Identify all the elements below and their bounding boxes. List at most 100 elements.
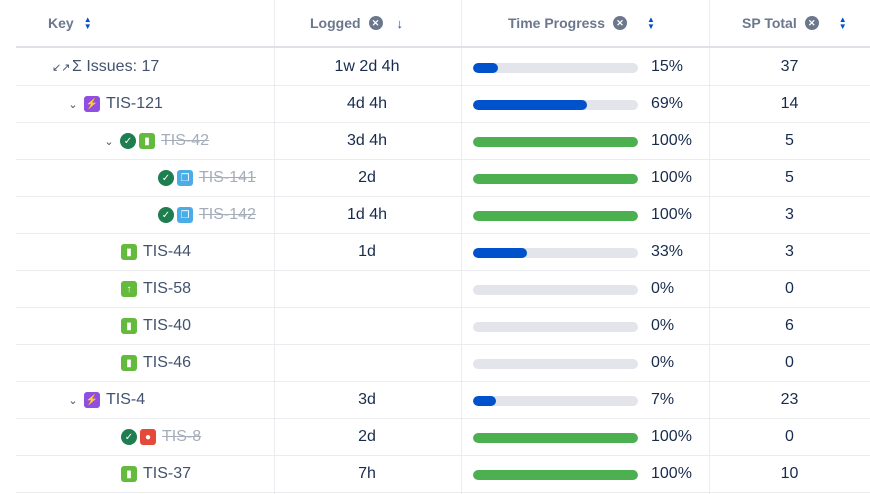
column-header-sp-total[interactable]: SP Total ✕ ▲ ▼ <box>742 0 847 46</box>
improvement-icon: ↑ <box>121 281 137 297</box>
sp-total-cell: 14 <box>780 95 799 112</box>
logged-cell: 1d 4h <box>346 206 388 223</box>
column-header-time-progress[interactable]: Time Progress ✕ ▲ ▼ <box>508 0 655 46</box>
sort-descending-icon[interactable]: ↓ <box>396 15 404 31</box>
key-cell: ↑ TIS-58 <box>16 271 191 307</box>
table-row[interactable]: ▮ TIS-44 1d 33% 3 <box>16 234 870 271</box>
column-divider <box>461 0 462 494</box>
story-icon: ▮ <box>121 355 137 371</box>
logged-cell: 1d <box>358 243 376 260</box>
issue-key-link[interactable]: TIS-42 <box>161 132 210 149</box>
progress-bar <box>473 211 638 221</box>
issue-key-link[interactable]: TIS-40 <box>143 317 192 334</box>
progress-cell: 0% <box>461 345 709 381</box>
issue-count-label: Σ Issues: 17 <box>72 58 160 75</box>
clear-column-icon[interactable]: ✕ <box>613 16 628 30</box>
epic-icon: ⚡ <box>84 392 100 408</box>
key-cell: ✓ ● TIS-8 <box>16 419 201 455</box>
column-header-logged[interactable]: Logged ✕ ↓ <box>310 0 403 46</box>
sort-icon[interactable]: ▲ ▼ <box>838 15 847 31</box>
chevron-down-icon[interactable]: ⌄ <box>68 394 78 407</box>
issue-key-link[interactable]: TIS-8 <box>162 428 202 445</box>
progress-bar <box>473 174 638 184</box>
table-row[interactable]: ✓ ● TIS-8 2d 100% 0 <box>16 419 870 456</box>
issue-key-link[interactable]: TIS-58 <box>143 280 192 297</box>
logged-cell: 7h <box>358 465 376 482</box>
logged-cell: 1w 2d 4h <box>334 58 400 75</box>
story-icon: ▮ <box>121 244 137 260</box>
table-row[interactable]: ⌄ ✓ ▮ TIS-42 3d 4h 100% 5 <box>16 123 870 160</box>
logged-cell: 4d 4h <box>346 95 388 112</box>
sort-icon[interactable]: ▲ ▼ <box>647 15 655 31</box>
progress-label: 69% <box>651 95 684 112</box>
progress-cell: 15% <box>461 49 709 85</box>
progress-bar <box>473 322 638 332</box>
done-status-icon: ✓ <box>120 133 136 149</box>
progress-label: 0% <box>651 354 675 371</box>
column-header-key[interactable]: Key ▲ ▼ <box>48 0 92 46</box>
table-row[interactable]: ⌄ ⚡ TIS-121 4d 4h 69% 14 <box>16 86 870 123</box>
chevron-down-icon[interactable]: ⌄ <box>104 135 114 148</box>
progress-fill <box>473 174 638 184</box>
progress-bar <box>473 470 638 480</box>
progress-label: 15% <box>651 58 684 75</box>
progress-bar <box>473 137 638 147</box>
key-cell: ▮ TIS-44 <box>16 234 191 270</box>
done-status-icon: ✓ <box>158 170 174 186</box>
logged-cell: 2d <box>358 169 376 186</box>
table-row[interactable]: ↑ TIS-58 0% 0 <box>16 271 870 308</box>
key-cell: ↙↗ Σ Issues: 17 <box>16 49 159 85</box>
clear-column-icon[interactable]: ✕ <box>368 16 383 30</box>
collapse-all-icon[interactable]: ↙↗ <box>52 61 71 74</box>
progress-cell: 7% <box>461 382 709 418</box>
progress-fill <box>473 211 638 221</box>
progress-cell: 100% <box>461 197 709 233</box>
progress-fill <box>473 63 498 73</box>
column-header-logged-label: Logged <box>310 15 361 31</box>
logged-cell <box>274 271 460 307</box>
column-divider <box>709 0 710 494</box>
table-row[interactable]: ▮ TIS-37 7h 100% 10 <box>16 456 870 493</box>
progress-cell: 100% <box>461 123 709 159</box>
key-cell: ⌄ ⚡ TIS-4 <box>16 382 145 418</box>
clear-column-icon[interactable]: ✕ <box>804 16 819 30</box>
progress-bar <box>473 359 638 369</box>
table-row[interactable]: ✓ ❐ TIS-142 1d 4h 100% 3 <box>16 197 870 234</box>
table-row[interactable]: ▮ TIS-40 0% 6 <box>16 308 870 345</box>
table-row[interactable]: ↙↗ Σ Issues: 17 1w 2d 4h 15% 37 <box>16 49 870 86</box>
sort-icon[interactable]: ▲ ▼ <box>83 15 92 31</box>
progress-label: 100% <box>651 206 692 223</box>
logged-cell <box>274 345 460 381</box>
progress-cell: 100% <box>461 160 709 196</box>
table-row[interactable]: ▮ TIS-46 0% 0 <box>16 345 870 382</box>
logged-cell <box>274 308 460 344</box>
sp-total-cell: 5 <box>785 132 794 149</box>
progress-label: 100% <box>651 465 692 482</box>
issue-key-link[interactable]: TIS-121 <box>106 95 163 112</box>
progress-cell: 100% <box>461 419 709 455</box>
issue-key-link[interactable]: TIS-37 <box>143 465 192 482</box>
column-divider <box>274 0 275 494</box>
sp-total-cell: 0 <box>785 354 794 371</box>
column-header-sp-total-label: SP Total <box>742 15 797 31</box>
issue-key-link[interactable]: TIS-141 <box>199 169 256 186</box>
progress-fill <box>473 100 587 110</box>
progress-label: 33% <box>651 243 684 260</box>
sp-total-cell: 0 <box>785 428 794 445</box>
issue-key-link[interactable]: TIS-44 <box>143 243 192 260</box>
progress-fill <box>473 433 638 443</box>
progress-fill <box>473 470 638 480</box>
issue-key-link[interactable]: TIS-142 <box>199 206 256 223</box>
column-header-key-label: Key <box>48 15 74 31</box>
progress-bar <box>473 396 638 406</box>
key-cell: ⌄ ⚡ TIS-121 <box>16 86 163 122</box>
issue-key-link[interactable]: TIS-46 <box>143 354 192 371</box>
issue-key-link[interactable]: TIS-4 <box>106 391 146 408</box>
progress-label: 100% <box>651 132 692 149</box>
progress-bar <box>473 63 638 73</box>
table-row[interactable]: ✓ ❐ TIS-141 2d 100% 5 <box>16 160 870 197</box>
table-row[interactable]: ⌄ ⚡ TIS-4 3d 7% 23 <box>16 382 870 419</box>
sp-total-cell: 10 <box>780 465 799 482</box>
chevron-down-icon[interactable]: ⌄ <box>68 98 78 111</box>
column-header-time-progress-label: Time Progress <box>508 15 606 31</box>
